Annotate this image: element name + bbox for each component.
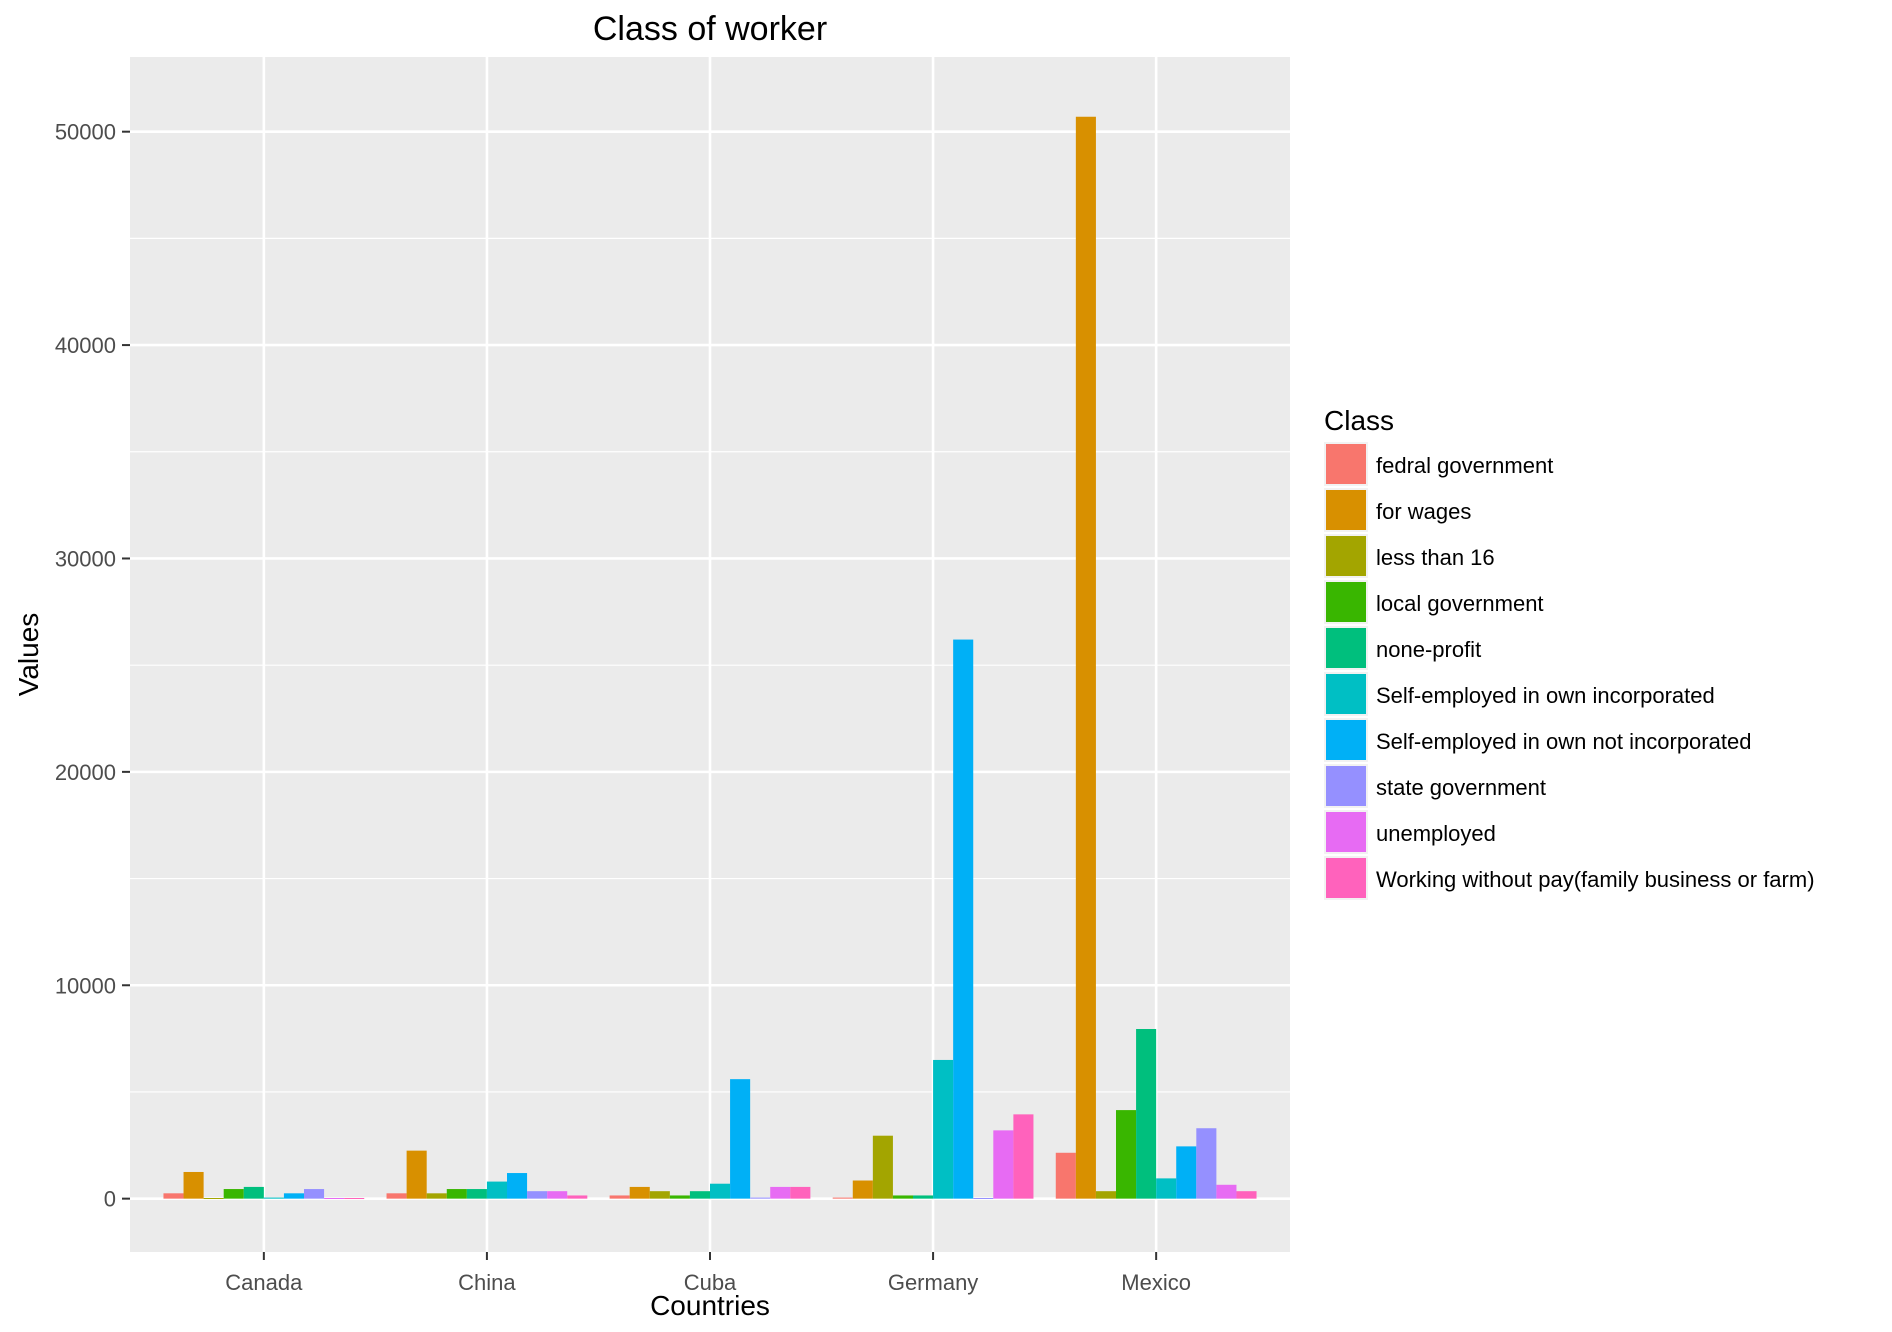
bar (567, 1195, 588, 1199)
bar (1236, 1191, 1257, 1199)
legend-label: unemployed (1376, 821, 1496, 846)
bar (243, 1186, 264, 1199)
legend-swatch (1326, 490, 1366, 530)
bar (1196, 1128, 1217, 1199)
legend-swatch (1326, 812, 1366, 852)
bar (507, 1173, 528, 1199)
legend-label: local government (1376, 591, 1544, 616)
bar (710, 1183, 731, 1199)
bar (1156, 1178, 1177, 1199)
x-tick-label: Cuba (684, 1270, 737, 1295)
legend-label: less than 16 (1376, 545, 1495, 570)
bar (1176, 1146, 1197, 1199)
legend-swatch (1326, 674, 1366, 714)
bar (933, 1059, 954, 1199)
bar (629, 1186, 650, 1199)
legend-swatch (1326, 766, 1366, 806)
y-tick-label: 10000 (55, 973, 116, 998)
bar (183, 1171, 204, 1199)
bar (832, 1197, 853, 1199)
y-tick-label: 30000 (55, 546, 116, 571)
bar (892, 1195, 913, 1199)
y-tick-label: 0 (104, 1187, 116, 1212)
y-tick-label: 20000 (55, 760, 116, 785)
bar (689, 1191, 710, 1199)
legend-label: for wages (1376, 499, 1471, 524)
bar (730, 1079, 751, 1199)
bar (1013, 1114, 1034, 1199)
bar (913, 1195, 934, 1199)
y-tick-label: 40000 (55, 333, 116, 358)
bar (609, 1195, 630, 1199)
legend-swatch (1326, 536, 1366, 576)
legend: Class fedral government for wages less tha… (1324, 405, 1815, 900)
bar (304, 1189, 325, 1199)
bar (750, 1197, 771, 1199)
legend-title: Class (1324, 405, 1394, 436)
bar (283, 1193, 304, 1199)
bars (163, 116, 1257, 1200)
y-axis: 0 10000 20000 30000 40000 50000 (55, 120, 130, 1212)
bar (669, 1195, 690, 1199)
legend-label: none-profit (1376, 637, 1481, 662)
legend-items: fedral government for wages less than 16 lo… (1324, 442, 1815, 900)
bar (1136, 1029, 1157, 1199)
bar (649, 1191, 670, 1199)
bar (1216, 1184, 1237, 1199)
bar (223, 1189, 244, 1199)
bar (1075, 116, 1096, 1199)
legend-swatch (1326, 444, 1366, 484)
x-tick-label: China (458, 1270, 516, 1295)
bar (203, 1198, 224, 1200)
x-tick-label: Mexico (1121, 1270, 1191, 1295)
legend-swatch (1326, 582, 1366, 622)
legend-label: state government (1376, 775, 1546, 800)
bar (953, 639, 974, 1199)
bar (163, 1193, 184, 1199)
y-axis-title: Values (13, 613, 44, 697)
bar (852, 1180, 873, 1199)
bar (973, 1198, 994, 1200)
bar (406, 1150, 427, 1199)
bar (344, 1198, 365, 1200)
legend-label: Self-employed in own incorporated (1376, 683, 1715, 708)
bar (263, 1197, 284, 1199)
legend-label: Self-employed in own not incorporated (1376, 729, 1751, 754)
bar (770, 1186, 791, 1199)
bar (547, 1191, 568, 1199)
chart-title: Class of worker (593, 10, 827, 48)
bar (486, 1181, 507, 1199)
x-tick-label: Canada (225, 1270, 303, 1295)
legend-swatch (1326, 628, 1366, 668)
bar (426, 1193, 447, 1199)
bar (993, 1130, 1014, 1199)
bar (790, 1186, 811, 1199)
legend-swatch (1326, 858, 1366, 898)
legend-label: Working without pay(family business or f… (1376, 867, 1815, 892)
bar (324, 1198, 345, 1200)
x-axis: Canada China Cuba Germany Mexico (225, 1252, 1191, 1295)
major-gridlines (130, 57, 1290, 1252)
bar (386, 1193, 407, 1199)
legend-swatch (1326, 720, 1366, 760)
bar (1055, 1152, 1076, 1199)
bar (527, 1191, 548, 1199)
y-tick-label: 50000 (55, 120, 116, 145)
bar (1116, 1110, 1137, 1199)
bar (466, 1189, 487, 1199)
bar (872, 1135, 893, 1199)
bar (446, 1189, 467, 1199)
x-tick-label: Germany (888, 1270, 978, 1295)
x-axis-title: Countries (650, 1290, 770, 1321)
legend-label: fedral government (1376, 453, 1553, 478)
bar (1095, 1191, 1116, 1199)
